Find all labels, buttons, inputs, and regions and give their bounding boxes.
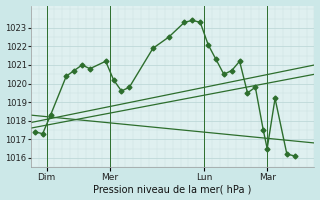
X-axis label: Pression niveau de la mer( hPa ): Pression niveau de la mer( hPa ): [93, 184, 252, 194]
